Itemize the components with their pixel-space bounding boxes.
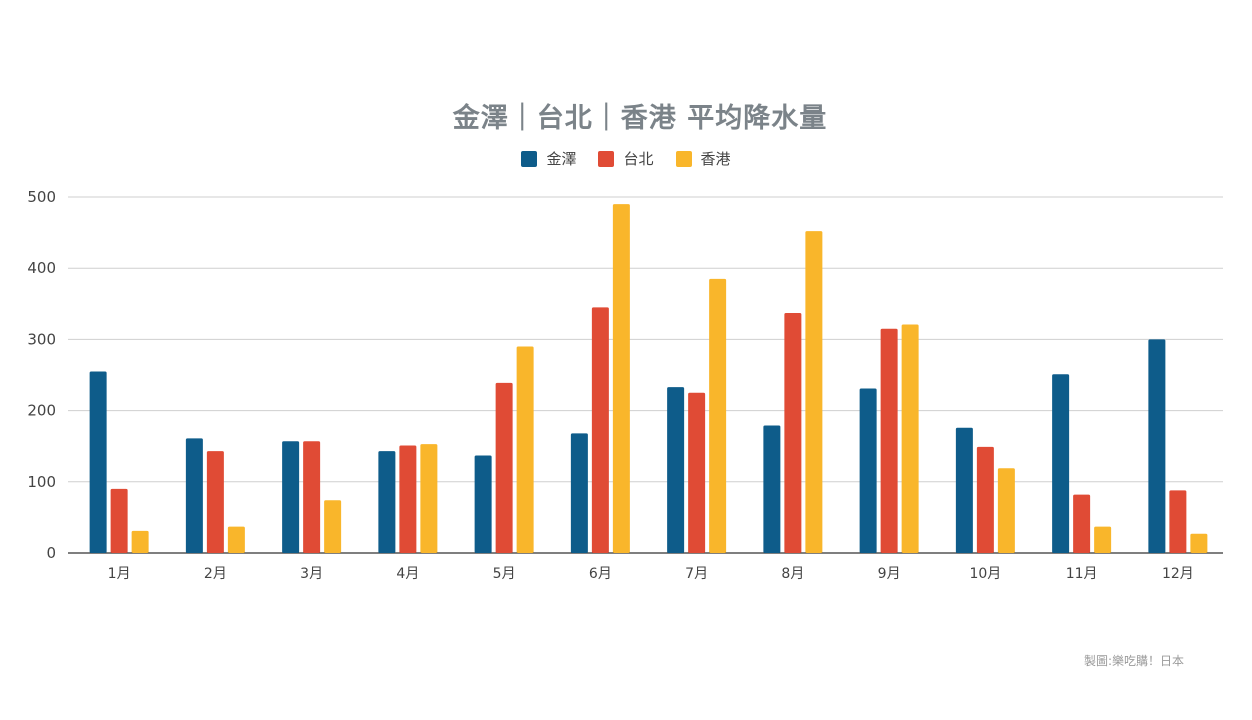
bar bbox=[1148, 339, 1166, 553]
x-tick-label: 2月 bbox=[204, 566, 227, 582]
x-tick-label: 10月 bbox=[969, 566, 1001, 582]
x-tick-label: 9月 bbox=[878, 566, 901, 582]
bar bbox=[688, 392, 706, 553]
bar bbox=[1169, 490, 1187, 553]
y-tick-label: 300 bbox=[27, 330, 56, 348]
x-tick-label: 1月 bbox=[108, 566, 131, 582]
bar bbox=[282, 441, 300, 553]
bar bbox=[399, 445, 417, 553]
bar bbox=[612, 204, 630, 553]
legend-label: 金澤 bbox=[546, 150, 577, 168]
y-tick-label: 200 bbox=[27, 402, 56, 420]
bar bbox=[89, 371, 107, 553]
bar bbox=[131, 530, 149, 553]
bar bbox=[324, 500, 342, 553]
bar bbox=[901, 324, 919, 553]
bar bbox=[495, 382, 513, 553]
bar bbox=[976, 446, 994, 553]
legend-label: 台北 bbox=[623, 150, 654, 168]
bar bbox=[1094, 526, 1112, 553]
bar bbox=[516, 346, 534, 553]
bar bbox=[591, 307, 609, 553]
y-tick-label: 0 bbox=[46, 544, 56, 562]
legend-item: 金澤 bbox=[521, 148, 576, 169]
bar bbox=[667, 387, 685, 553]
x-tick-label: 3月 bbox=[300, 566, 323, 582]
bar bbox=[1073, 494, 1091, 553]
chart-title: 金澤｜台北｜香港 平均降水量 bbox=[452, 103, 828, 134]
bar bbox=[763, 425, 781, 553]
x-tick-label: 7月 bbox=[685, 566, 708, 582]
bar bbox=[570, 433, 588, 553]
bar bbox=[1052, 374, 1070, 553]
y-tick-label: 400 bbox=[27, 259, 56, 277]
legend-item: 台北 bbox=[598, 148, 654, 169]
y-tick-label: 500 bbox=[27, 188, 56, 206]
x-tick-label: 6月 bbox=[589, 566, 612, 582]
bar bbox=[206, 451, 224, 553]
bar bbox=[227, 526, 245, 553]
y-tick-label: 100 bbox=[27, 473, 56, 491]
bar bbox=[185, 438, 203, 553]
legend-label: 香港 bbox=[700, 150, 731, 168]
x-tick-label: 4月 bbox=[396, 566, 419, 582]
bar bbox=[955, 427, 973, 553]
chart-legend: 金澤 台北 香港 bbox=[0, 148, 1252, 169]
bar bbox=[1190, 533, 1208, 553]
bar bbox=[859, 388, 877, 553]
bar bbox=[997, 468, 1015, 553]
bar bbox=[784, 313, 802, 553]
bar bbox=[378, 451, 396, 553]
bar bbox=[303, 441, 321, 553]
x-tick-label: 12月 bbox=[1162, 566, 1194, 582]
bar bbox=[805, 231, 823, 553]
bar bbox=[420, 444, 438, 553]
x-tick-label: 8月 bbox=[781, 566, 804, 582]
x-tick-label: 11月 bbox=[1066, 566, 1098, 582]
bar bbox=[709, 278, 727, 553]
bar bbox=[880, 328, 898, 553]
legend-swatch bbox=[598, 150, 615, 167]
credit-text: 製圖:樂吃購！日本 bbox=[1083, 654, 1184, 668]
legend-swatch bbox=[521, 150, 538, 167]
bar bbox=[474, 455, 492, 553]
legend-swatch bbox=[675, 150, 692, 167]
bar bbox=[110, 488, 128, 553]
x-tick-label: 5月 bbox=[493, 566, 516, 582]
legend-item: 香港 bbox=[675, 148, 731, 169]
